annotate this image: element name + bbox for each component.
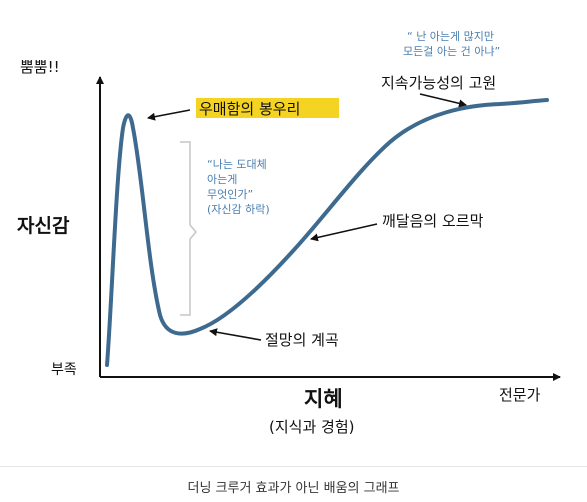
peak-arrow xyxy=(147,109,191,121)
plateau-quote: “ 난 아는게 많지만 모든걸 아는 건 아냐” xyxy=(403,30,500,58)
peak-quote: “나는 도대체 아는게 무엇인가” (자신감 하락) xyxy=(207,158,270,216)
plateau-label: 지속가능성의 고원 xyxy=(381,74,496,92)
y-axis-top-label: 뿜뿜!! xyxy=(20,58,60,76)
learning-curve xyxy=(105,98,549,367)
peak-quote-line: (자신감 하락) xyxy=(207,202,270,216)
slope-label: 깨달음의 오르막 xyxy=(382,212,484,230)
peak-label: 우매함의 봉우리 xyxy=(199,100,300,118)
peak-quote-line: 아는게 xyxy=(207,173,237,186)
plateau-quote-line: 모든걸 아는 건 아냐” xyxy=(403,45,500,58)
valley-label: 절망의 계곡 xyxy=(265,331,339,349)
plateau-arrow xyxy=(419,93,467,108)
y-axis-title: 자신감 xyxy=(17,215,70,237)
peak-label-highlight xyxy=(196,98,339,118)
y-axis-bottom-label: 부족 xyxy=(51,362,77,378)
plateau-quote-line: “ 난 아는게 많지만 xyxy=(407,30,494,43)
x-axis-right-label: 전문가 xyxy=(499,386,541,404)
figure-caption: 더닝 크루거 효과가 아닌 배움의 그래프 xyxy=(187,481,400,496)
peak-quote-line: 무엇인가” xyxy=(207,188,253,201)
peak-quote-line: “나는 도대체 xyxy=(207,158,267,171)
caption-divider xyxy=(0,466,587,467)
x-axis-subtitle: (지식과 경험) xyxy=(269,418,354,436)
confidence-drop-bracket xyxy=(180,141,197,316)
valley-arrow xyxy=(209,328,262,341)
slope-arrow xyxy=(310,223,378,242)
x-axis-title: 지혜 xyxy=(304,387,343,411)
